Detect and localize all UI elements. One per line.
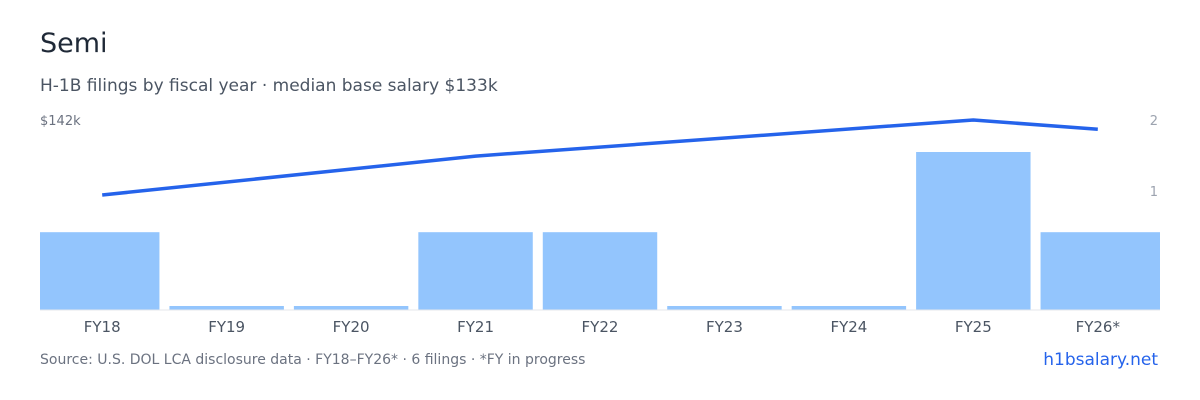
- footer-brand-link[interactable]: h1bsalary.net: [1043, 350, 1158, 370]
- chart-subtitle: H-1B filings by fiscal year · median bas…: [40, 76, 498, 96]
- category-label: FY20: [333, 318, 370, 336]
- left-axis-tick-label: $142k: [40, 114, 81, 129]
- category-label: FY26*: [1076, 318, 1121, 336]
- bars-group: [40, 152, 1160, 310]
- category-labels: FY18 FY19 FY20 FY21 FY22 FY23 FY24 FY25 FY26*: [84, 318, 1121, 336]
- bar-fy18: [40, 232, 160, 310]
- chart-title: Semi: [40, 28, 108, 59]
- bar-fy24: [791, 306, 907, 310]
- category-label: FY21: [457, 318, 494, 336]
- right-axis-tick-2: 2: [1150, 114, 1158, 129]
- category-label: FY19: [208, 318, 245, 336]
- bar-fy21: [418, 232, 533, 310]
- bar-fy26-star: [1040, 232, 1160, 310]
- category-label: FY25: [955, 318, 992, 336]
- bar-fy22: [542, 232, 658, 310]
- category-label: FY23: [706, 318, 743, 336]
- bar-fy23: [667, 306, 782, 310]
- bar-fy25: [916, 152, 1031, 310]
- bar-fy19: [169, 306, 284, 310]
- right-axis-tick-1: 1: [1150, 185, 1158, 200]
- salary-line: [102, 118, 1098, 197]
- category-label: FY22: [582, 318, 619, 336]
- category-label: FY18: [84, 318, 121, 336]
- bar-fy20: [293, 306, 409, 310]
- footer-source: Source: U.S. DOL LCA disclosure data · F…: [40, 352, 586, 368]
- category-label: FY24: [830, 318, 867, 336]
